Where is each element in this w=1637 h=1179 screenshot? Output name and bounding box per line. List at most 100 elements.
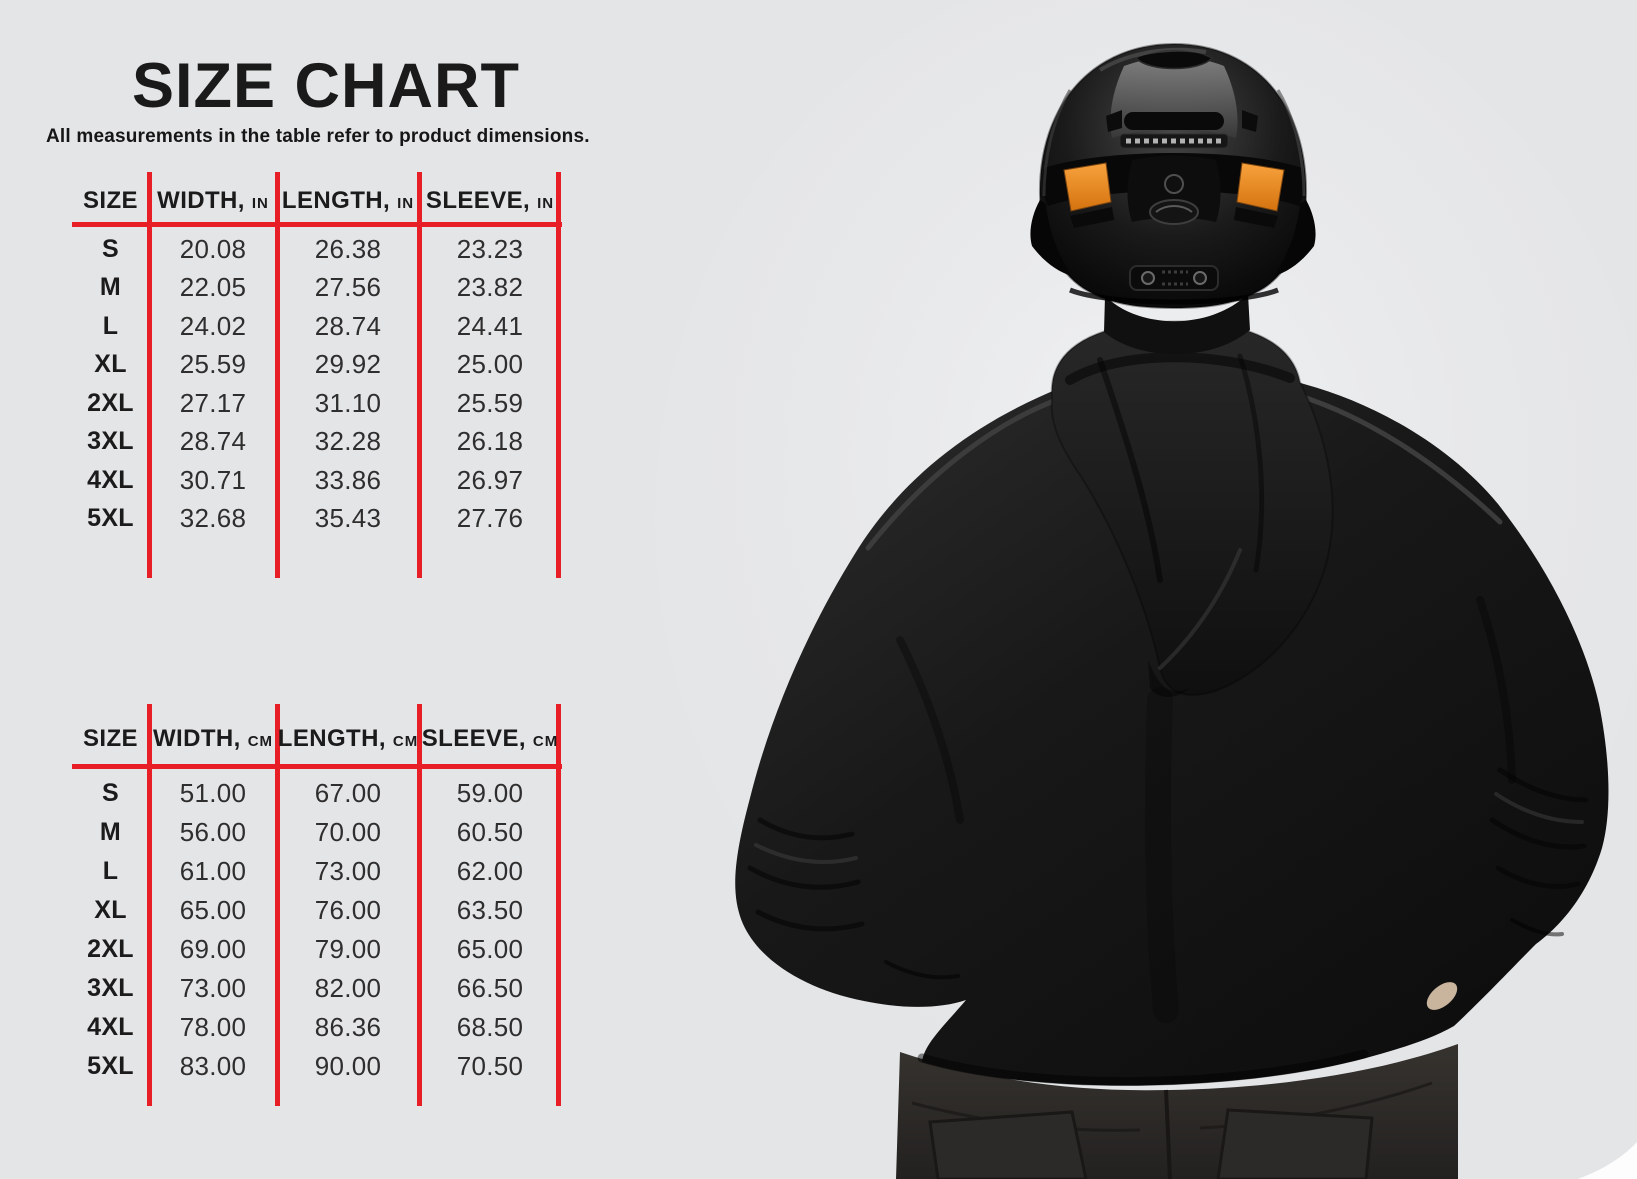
sleeve-cell: 65.00 [456,934,524,964]
size-cell: XL [94,896,127,924]
width-cell: 61.00 [179,856,247,886]
length-cell: 90.00 [314,1051,382,1081]
sleeve-cell: 27.76 [456,503,524,534]
size-cell: S [102,779,119,807]
brand-logo [1164,174,1184,194]
size-cell: 3XL [87,427,134,456]
hoodie-body [735,367,1609,1086]
size-cell: 4XL [87,1013,134,1041]
sleeve-cell: 59.00 [456,778,524,808]
width-cell: 30.71 [179,464,247,495]
sleeve-cell: 26.18 [456,426,524,457]
wrist-skin [1426,982,1458,1010]
width-cell: 51.00 [179,778,247,808]
page-title: SIZE CHART [132,51,520,121]
length-cell: 33.86 [314,464,382,495]
col-header-width: WIDTH, CM [149,704,277,774]
sleeve-cell: 24.41 [456,310,524,341]
unit-label: IN [251,194,269,212]
col-label: WIDTH, [152,725,241,752]
col-header-length: LENGTH, IN [277,172,419,230]
size-table-centimeters: SIZE WIDTH, CM LENGTH, CM SLEEVE, CM S 51.0… [72,704,562,1106]
sleeve-cell: 66.50 [456,973,524,1003]
col-label: SLEEVE, [425,187,531,214]
length-cell: 70.00 [314,817,382,847]
length-cell: 29.92 [314,349,382,380]
table-divider [147,172,152,578]
col-header-size: SIZE [83,725,138,752]
unit-label: CM [247,732,274,750]
reflector-left [1063,162,1112,212]
length-cell: 86.36 [314,1012,382,1042]
sleeve-cell: 26.97 [456,464,524,495]
table-divider [147,704,152,1106]
sleeve-cell: 70.50 [456,1051,524,1081]
sleeve-cell: 68.50 [456,1012,524,1042]
width-cell: 65.00 [179,895,247,925]
width-cell: 69.00 [179,934,247,964]
size-cell: 2XL [87,935,134,963]
col-header-width: WIDTH, IN [149,172,277,230]
table-divider [556,172,561,578]
width-cell: 22.05 [179,272,247,303]
col-header-sleeve: SLEEVE, CM [419,704,561,774]
size-cell: 2XL [87,388,134,417]
sleeve-cell: 62.00 [456,856,524,886]
sleeve-cell: 25.00 [456,349,524,380]
length-cell: 31.10 [314,387,382,418]
unit-label: CM [532,732,559,750]
chin-plate [1129,265,1219,291]
size-table-inches: SIZE WIDTH, IN LENGTH, IN SLEEVE, IN S 20.0… [72,172,562,578]
table-header-rule [72,764,562,769]
width-cell: 73.00 [179,973,247,1003]
col-header-sleeve: SLEEVE, IN [419,172,561,230]
length-cell: 26.38 [314,233,382,264]
width-cell: 27.17 [179,387,247,418]
length-cell: 79.00 [314,934,382,964]
width-cell: 83.00 [179,1051,247,1081]
table-divider [275,704,280,1106]
size-cell: 5XL [87,1052,134,1080]
size-cell: 3XL [87,974,134,1002]
rear-vent [1124,112,1224,130]
neck-gaiter [1104,294,1250,355]
sleeve-cell: 23.82 [456,272,524,303]
col-label: WIDTH, [157,187,245,214]
width-cell: 32.68 [179,503,247,534]
length-cell: 27.56 [314,272,382,303]
table-divider [417,704,422,1106]
size-cell: XL [94,350,127,379]
back-pocket-right [1216,1108,1374,1179]
sleeve-cell: 60.50 [456,817,524,847]
size-cell: S [102,234,119,263]
length-cell: 67.00 [314,778,382,808]
size-cell: L [102,311,119,340]
unit-label: CM [392,732,419,750]
size-cell: 5XL [87,504,134,533]
carousel-next-arrow[interactable] [1578,1142,1637,1179]
table-divider [275,172,280,578]
rear-emblem [1149,199,1199,225]
length-cell: 76.00 [314,895,382,925]
sleeve-cell: 23.23 [456,233,524,264]
length-cell: 82.00 [314,973,382,1003]
size-cell: L [102,857,119,885]
col-label: LENGTH, [281,187,391,214]
hood [1050,320,1334,697]
width-cell: 28.74 [179,426,247,457]
width-cell: 25.59 [179,349,247,380]
table-divider [556,704,561,1106]
length-cell: 35.43 [314,503,382,534]
size-cell: M [99,818,122,846]
col-label: LENGTH, [277,725,386,752]
unit-label: IN [397,194,415,212]
width-cell: 20.08 [179,233,247,264]
col-label: SLEEVE, [421,725,526,752]
unit-label: IN [537,194,555,212]
model-photo [655,0,1637,1179]
size-cell: M [99,273,122,302]
width-cell: 78.00 [179,1012,247,1042]
table-header-rule [72,222,562,227]
back-pocket-left [928,1110,1088,1179]
